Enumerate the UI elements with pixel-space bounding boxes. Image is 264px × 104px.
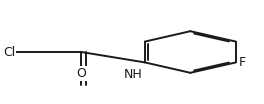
Text: F: F xyxy=(239,56,246,69)
Text: Cl: Cl xyxy=(3,46,16,58)
Text: NH: NH xyxy=(124,68,142,81)
Text: O: O xyxy=(76,67,86,80)
